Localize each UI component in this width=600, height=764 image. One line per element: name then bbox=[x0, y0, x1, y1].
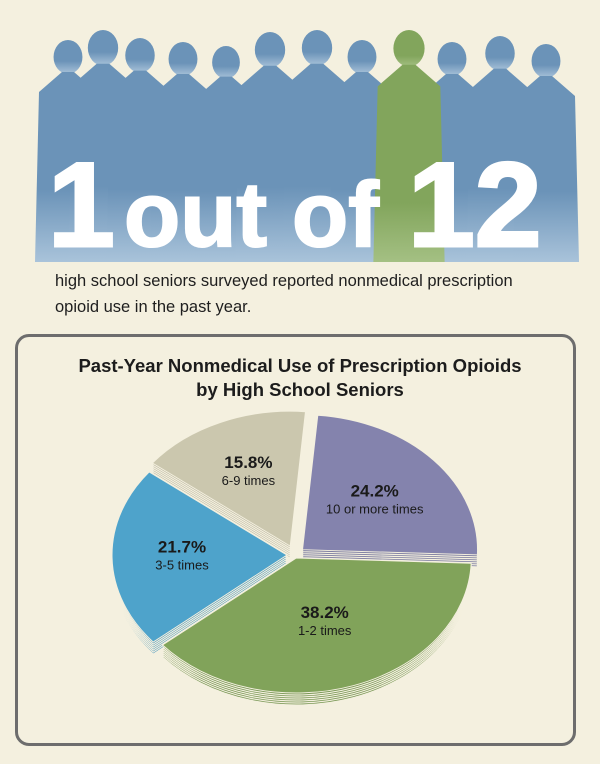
headline-number-one: 1 bbox=[48, 138, 115, 262]
people-silhouettes bbox=[35, 29, 579, 262]
chart-title-line-1: Past-Year Nonmedical Use of Prescription… bbox=[78, 355, 522, 376]
headline-word-of: of bbox=[292, 164, 379, 262]
headline-stat: 1 out of 12 bbox=[47, 137, 543, 263]
chart-title: Past-Year Nonmedical Use of Prescription… bbox=[0, 354, 600, 402]
hero-banner: 1 out of 12 bbox=[35, 29, 579, 263]
stat-description: high school seniors surveyed reported no… bbox=[55, 272, 513, 316]
highlighted-person-silhouette bbox=[373, 30, 445, 262]
headline-word-out: out bbox=[124, 164, 267, 262]
headline-number-twelve: 12 bbox=[408, 138, 541, 262]
chart-title-line-2: by High School Seniors bbox=[196, 379, 404, 400]
person-silhouette bbox=[513, 44, 579, 262]
